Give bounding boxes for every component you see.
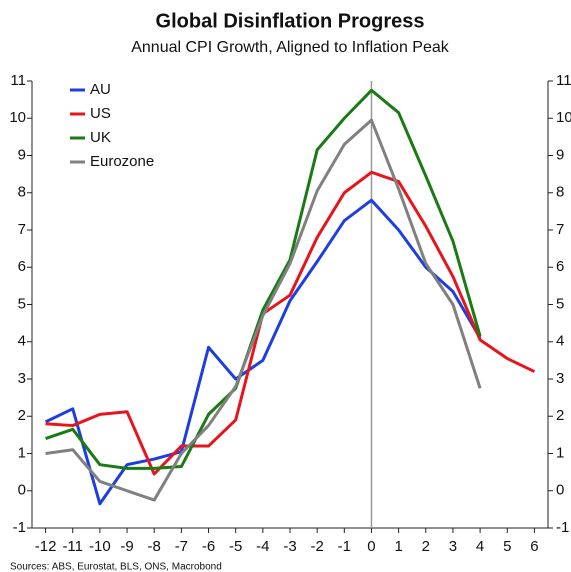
series-line [45,88,482,470]
x-tick-label: 5 [503,538,511,555]
x-tick-label: -8 [148,538,161,555]
legend-label: AU [90,81,111,98]
x-tick-label: -11 [62,538,83,555]
x-tick-label: -7 [175,538,188,555]
series-line [45,118,482,502]
x-tick-label: -3 [283,538,296,555]
y-tick-label: -1 [13,519,26,536]
x-tick-label: 4 [476,538,484,555]
chart-subtitle: Annual CPI Growth, Aligned to Inflation … [131,39,450,56]
y2-tick-label: 0 [556,482,564,499]
y2-tick-label: 8 [556,184,564,201]
y-tick-label: 8 [18,184,26,201]
legend-label: Eurozone [90,153,154,170]
y2-tick-label: 6 [556,258,564,275]
y2-tick-label: 10 [556,109,571,126]
y2-tick-label: 11 [556,72,571,89]
y-tick-label: 0 [18,482,26,499]
x-tick-label: -6 [202,538,215,555]
chart-title: Global Disinflation Progress [156,10,425,32]
y-tick-label: 6 [18,258,26,275]
y-tick-label: 9 [18,146,26,163]
y2-tick-label: 2 [556,407,564,424]
x-tick-label: -4 [256,538,269,555]
x-tick-label: 6 [530,538,538,555]
series-line [44,198,482,506]
y-tick-label: 4 [18,333,26,350]
legend-label: UK [90,129,111,146]
y-tick-label: 3 [18,370,26,387]
x-tick-label: -1 [338,538,351,555]
y-tick-label: 11 [10,72,26,89]
y2-tick-label: 3 [556,370,564,387]
y2-tick-label: 1 [556,444,564,461]
y2-tick-label: 5 [556,295,564,312]
legend-label: US [90,105,111,122]
y-tick-label: 10 [9,109,26,126]
y2-tick-label: 9 [556,146,564,163]
x-tick-label: -9 [120,538,133,555]
x-tick-label: -12 [35,538,57,555]
y2-tick-label: -1 [556,519,569,536]
y-tick-label: 1 [18,444,26,461]
x-tick-label: -2 [310,538,323,555]
x-tick-label: -5 [229,538,242,555]
x-tick-label: 2 [422,538,430,555]
y-tick-label: 5 [18,295,26,312]
x-tick-label: 1 [394,538,402,555]
source-note: Sources: ABS, Eurostat, BLS, ONS, Macrob… [10,562,222,572]
x-tick-label: 3 [449,538,457,555]
y-tick-label: 2 [18,407,26,424]
y2-tick-label: 7 [556,221,564,238]
x-tick-label: 0 [367,538,375,555]
y2-tick-label: 4 [556,333,564,350]
series-line [45,170,536,476]
x-tick-label: -10 [89,538,111,555]
y-tick-label: 7 [18,221,26,238]
